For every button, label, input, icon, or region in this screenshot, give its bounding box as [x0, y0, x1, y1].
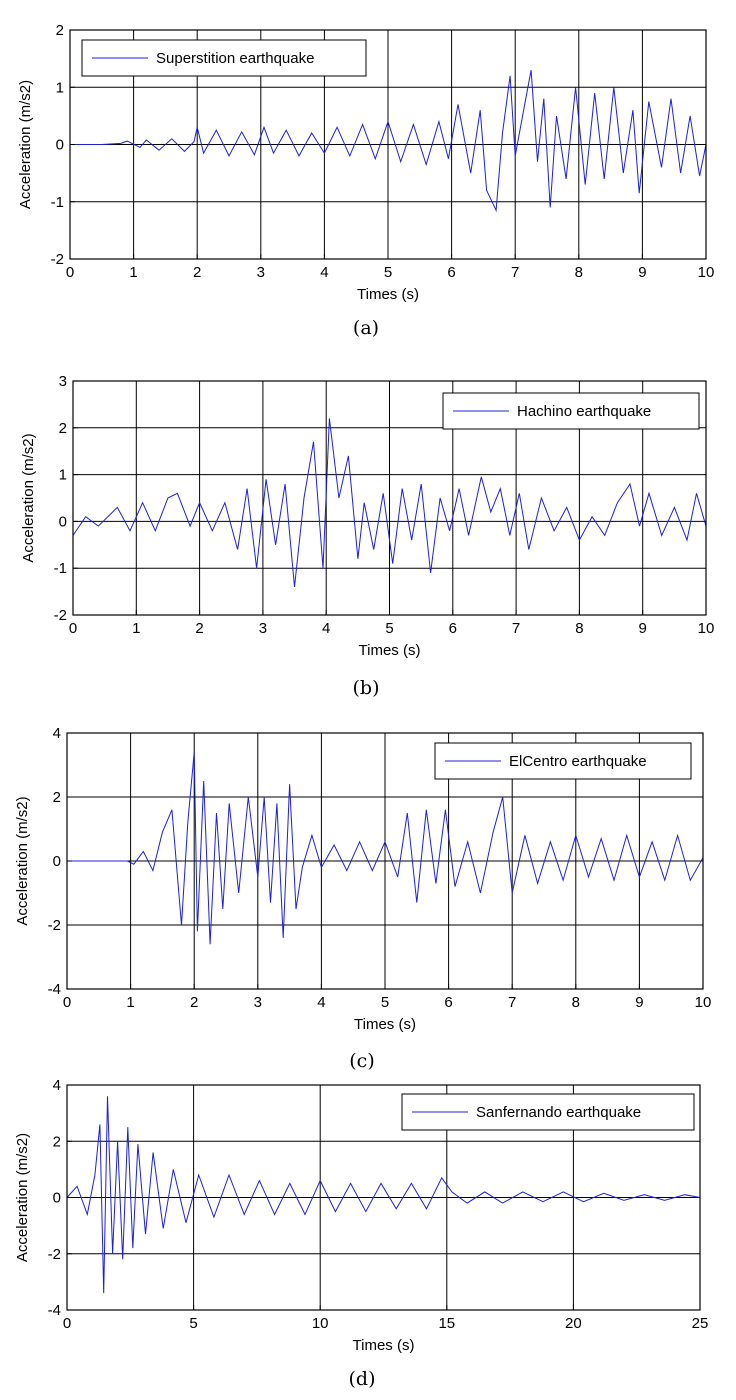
x-tick-label: 0: [66, 264, 74, 281]
x-tick-label: 5: [381, 994, 389, 1011]
x-tick-label: 6: [449, 620, 457, 637]
x-tick-label: 6: [444, 994, 452, 1011]
x-tick-label: 3: [257, 264, 265, 281]
x-tick-label: 5: [385, 620, 393, 637]
legend-label: Hachino earthquake: [517, 403, 651, 420]
x-tick-label: 1: [126, 994, 134, 1011]
x-tick-label: 2: [195, 620, 203, 637]
y-tick-label: -2: [48, 917, 61, 934]
series-line: [67, 752, 704, 945]
legend-label: Sanfernando earthquake: [476, 1104, 641, 1121]
x-tick-label: 4: [322, 620, 330, 637]
y-tick-label: 4: [53, 1077, 61, 1094]
x-tick-label: 10: [312, 1315, 329, 1332]
series-line: [72, 418, 707, 587]
panel-caption: (b): [353, 677, 380, 699]
y-tick-label: 0: [53, 853, 61, 870]
y-tick-label: -4: [48, 1302, 61, 1319]
series-line: [66, 1096, 701, 1294]
x-tick-label: 3: [254, 994, 262, 1011]
x-tick-label: 0: [69, 620, 77, 637]
legend-label: Superstition earthquake: [156, 50, 314, 67]
x-axis-label: Times (s): [354, 1016, 416, 1033]
y-tick-label: -1: [51, 194, 64, 211]
x-tick-label: 10: [698, 264, 715, 281]
x-tick-label: 5: [384, 264, 392, 281]
y-tick-label: 2: [59, 420, 67, 437]
y-axis-label: Acceleration (m/s2): [14, 796, 31, 925]
y-axis-label: Acceleration (m/s2): [20, 433, 37, 562]
y-tick-label: 2: [56, 22, 64, 39]
legend-label: ElCentro earthquake: [509, 753, 647, 770]
y-axis-label: Acceleration (m/s2): [14, 1133, 31, 1262]
y-tick-label: -4: [48, 981, 61, 998]
x-tick-label: 8: [572, 994, 580, 1011]
y-tick-label: -2: [54, 607, 67, 624]
panel-caption: (d): [349, 1368, 376, 1390]
x-tick-label: 4: [317, 994, 325, 1011]
y-tick-label: 1: [59, 467, 67, 484]
x-tick-label: 2: [193, 264, 201, 281]
x-tick-label: 4: [320, 264, 328, 281]
y-axis-label: Acceleration (m/s2): [17, 80, 34, 209]
panel-caption: (c): [349, 1050, 374, 1072]
x-tick-label: 7: [508, 994, 516, 1011]
x-tick-label: 9: [635, 994, 643, 1011]
x-axis-label: Times (s): [353, 1337, 415, 1354]
x-tick-label: 20: [565, 1315, 582, 1332]
chart-panel-a: 0 1 2 3 4 5 6 7 8 9 10 -2 -1 0 1 2 Times (s) Acceleration…: [17, 22, 714, 339]
x-tick-label: 7: [512, 620, 520, 637]
x-tick-label: 15: [438, 1315, 455, 1332]
x-axis-label: Times (s): [357, 286, 419, 303]
x-tick-label: 5: [189, 1315, 197, 1332]
x-tick-label: 1: [129, 264, 137, 281]
y-tick-label: -2: [48, 1246, 61, 1263]
chart-panel-c: 0 1 2 3 4 5 6 7 8 9 10 -4 -2 0 2 4 Times (s) Acceleration…: [14, 725, 711, 1072]
x-tick-label: 10: [698, 620, 715, 637]
x-tick-label: 2: [190, 994, 198, 1011]
y-tick-label: -2: [51, 251, 64, 268]
x-tick-label: 3: [259, 620, 267, 637]
x-tick-label: 8: [575, 264, 583, 281]
y-tick-label: 3: [59, 373, 67, 390]
x-tick-label: 6: [447, 264, 455, 281]
y-tick-label: 1: [56, 79, 64, 96]
y-tick-label: 0: [56, 137, 64, 154]
series-line: [70, 70, 707, 213]
y-tick-label: 0: [59, 513, 67, 530]
x-tick-label: 9: [638, 264, 646, 281]
x-tick-label: 25: [692, 1315, 709, 1332]
panel-caption: (a): [353, 317, 379, 339]
x-tick-label: 0: [63, 1315, 71, 1332]
x-axis-label: Times (s): [359, 642, 421, 659]
y-tick-label: 4: [53, 725, 61, 742]
y-tick-label: 0: [53, 1190, 61, 1207]
x-tick-label: 10: [695, 994, 712, 1011]
x-tick-label: 8: [575, 620, 583, 637]
y-tick-label: 2: [53, 789, 61, 806]
x-tick-label: 1: [132, 620, 140, 637]
x-tick-label: 9: [639, 620, 647, 637]
x-tick-label: 7: [511, 264, 519, 281]
y-tick-label: -1: [54, 560, 67, 577]
chart-panel-d: 0 5 10 15 20 25 -4 -2 0 2 4 Times (s) Acceleration (…: [14, 1077, 708, 1390]
chart-panel-b: 0 1 2 3 4 5 6 7 8 9 10 -2 -1 0 1 2 3 Times (s) Acceleratio…: [20, 373, 714, 699]
y-tick-label: 2: [53, 1133, 61, 1150]
x-tick-label: 0: [63, 994, 71, 1011]
